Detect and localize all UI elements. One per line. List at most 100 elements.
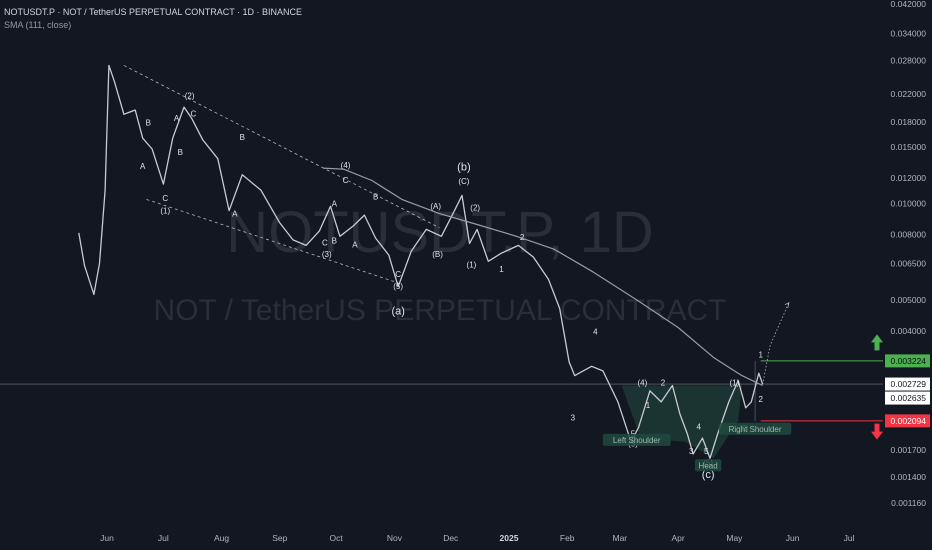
y-tick-label: 0.012000 [891, 173, 927, 183]
price-tag-label: 0.002635 [891, 393, 927, 403]
wave-label: (C) [458, 177, 469, 186]
sma-series-line [322, 167, 763, 387]
price-tag-label: 0.002094 [891, 416, 927, 426]
wave-label: B [240, 133, 245, 142]
x-tick-label: Oct [330, 533, 344, 543]
wave-label: 1 [646, 401, 651, 410]
price-tag-level [885, 391, 930, 405]
y-tick-label: 0.010000 [891, 199, 927, 209]
price-tag-label: 0.002729 [891, 379, 927, 389]
projection-path [762, 302, 790, 385]
y-tick-label: 0.015000 [891, 142, 927, 152]
chart-title: NOTUSDT.P · NOT / TetherUS PERPETUAL CON… [4, 7, 303, 17]
price-tag-label: 0.003224 [891, 356, 927, 366]
projection-arrowhead-icon [784, 301, 790, 308]
wave-label: A [174, 114, 180, 123]
x-tick-label: Sep [272, 533, 287, 543]
wave-label: 5 [704, 447, 709, 456]
target-arrow-icon [871, 334, 883, 351]
price-tag-target [885, 354, 930, 368]
pattern-label: Left Shoulder [613, 436, 661, 445]
wave-label: (B) [432, 250, 443, 259]
wave-label: A [140, 162, 146, 171]
x-tick-label: Mar [613, 533, 628, 543]
wave-label: 3 [571, 413, 576, 422]
wave-label: C [191, 109, 197, 118]
channel-upper [123, 65, 440, 229]
y-tick-label: 0.042000 [891, 0, 927, 9]
price-axis[interactable]: 0.042000 0.034000 0.028000 0.022000 0.018000… [883, 0, 932, 550]
time-axis[interactable]: Jun Jul Aug Sep Oct Nov Dec 2025 Feb Mar Apr May Jun… [100, 533, 854, 543]
y-tick-label: 0.022000 [891, 89, 927, 99]
watermark-symbol: NOTUSDT.P, 1D [226, 200, 654, 265]
channel-lower [146, 199, 403, 285]
pattern-label-bg [602, 433, 671, 446]
x-tick-label: May [726, 533, 743, 543]
wave-label: (b) [457, 161, 470, 173]
pattern-label-bg [694, 459, 722, 472]
x-tick-label: Jul [158, 533, 169, 543]
indicator-label: SMA (111, close) [4, 20, 72, 30]
x-tick-label: Dec [443, 533, 459, 543]
x-tick-label: 2025 [500, 533, 519, 543]
wave-label: (2) [185, 91, 195, 100]
price-axis-bg [883, 0, 932, 550]
wave-label: (3) [322, 250, 332, 259]
x-tick-label: Aug [214, 533, 229, 543]
y-tick-label: 0.028000 [891, 55, 927, 65]
plot-area: NOTUSDT.P, 1D NOT / TetherUS PERPETUAL CO… [0, 64, 883, 481]
wave-label: B [332, 237, 337, 246]
price-series-line [78, 64, 764, 459]
wave-label: B [178, 148, 183, 157]
wave-label: A [332, 199, 338, 208]
wave-label: (c) [702, 469, 715, 481]
y-tick-label: 0.001700 [891, 445, 927, 455]
pattern-label: Right Shoulder [729, 425, 782, 434]
wave-label: (1) [467, 261, 477, 270]
price-tag-stop [885, 414, 930, 428]
wave-label: C [395, 270, 401, 279]
x-tick-label: Feb [560, 533, 575, 543]
x-tick-label: Jun [100, 533, 114, 543]
x-tick-label: Jul [844, 533, 855, 543]
wave-label: 1 [758, 351, 763, 360]
wave-label: C [322, 238, 328, 247]
y-tick-label: 0.005000 [891, 295, 927, 305]
wave-label: 4 [696, 422, 701, 431]
chart-legend: NOTUSDT.P · NOT / TetherUS PERPETUAL CON… [4, 6, 302, 32]
wave-label: (1) [730, 379, 740, 388]
price-tag-last [885, 377, 930, 391]
y-tick-label: 0.004000 [891, 326, 927, 336]
y-tick-label: 0.008000 [891, 230, 927, 240]
wave-label: 2 [520, 233, 525, 242]
stop-arrow-icon [871, 423, 883, 440]
wave-label: B [146, 119, 151, 128]
wave-label: 1 [499, 265, 504, 274]
x-tick-label: Jun [786, 533, 800, 543]
wave-label: (4) [637, 379, 647, 388]
wave-label: 4 [593, 327, 598, 336]
y-tick-label: 0.001160 [891, 498, 926, 508]
y-tick-label: 0.006500 [891, 258, 927, 268]
wave-label: A [232, 210, 238, 219]
wave-label: (a) [391, 306, 404, 318]
wave-label: B [373, 192, 378, 201]
watermark-description: NOT / TetherUS PERPETUAL CONTRACT [154, 294, 727, 327]
wave-label: (2) [470, 204, 480, 213]
wave-label: 3 [689, 447, 694, 456]
x-tick-label: Apr [671, 533, 684, 543]
wave-label: A [352, 240, 358, 249]
wave-label: (4) [341, 161, 351, 170]
x-tick-label: Nov [387, 533, 403, 543]
wave-label: 2 [758, 395, 763, 404]
wave-label: 2 [661, 379, 666, 388]
y-tick-label: 0.001400 [891, 472, 927, 482]
pattern-label-bg [718, 422, 792, 435]
wave-label: (1) [160, 207, 170, 216]
wave-label: C [343, 176, 349, 185]
pattern-label: Head [699, 461, 718, 470]
y-tick-label: 0.018000 [891, 117, 927, 127]
pattern-zone [621, 385, 742, 459]
y-tick-label: 0.034000 [891, 28, 927, 38]
